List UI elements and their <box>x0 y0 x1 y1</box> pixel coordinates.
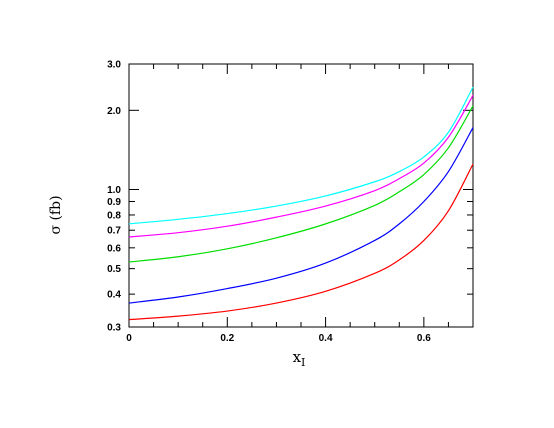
series-line-5 <box>128 86 474 225</box>
y-tick-label: 0.6 <box>107 243 121 254</box>
ticks-layer <box>128 63 474 328</box>
y-tick-label: 2.0 <box>107 106 121 117</box>
plot-frame <box>128 63 474 328</box>
x-axis-label-main: x <box>293 348 302 366</box>
y-tick-label: 0.8 <box>107 210 121 221</box>
y-tick-label: 0.9 <box>107 197 121 208</box>
labels-layer: 0 0.2 0.4 0.6 0.3 0.4 0.5 0.6 0.7 0.8 0.91.0 2.0 3.0 <box>107 60 431 345</box>
y-tick-label: 0.4 <box>107 290 121 301</box>
series-line-4 <box>128 95 474 238</box>
y-tick-label: 1.0 <box>107 185 121 196</box>
y-tick-label: 3.0 <box>107 60 121 71</box>
y-tick-label: 0.5 <box>107 264 121 275</box>
x-tick-label: 0.2 <box>220 333 234 344</box>
y-axis-label: σ (fb) <box>48 195 64 234</box>
x-tick-label: 0 <box>126 333 132 344</box>
y-tick-label: 0.3 <box>107 323 121 334</box>
series-line-1 <box>128 163 474 321</box>
series-layer <box>128 86 474 321</box>
y-tick-label: 0.7 <box>107 226 121 237</box>
x-tick-label: 0.4 <box>319 333 333 344</box>
x-axis-label-sub: I <box>301 356 305 369</box>
x-tick-label: 0.6 <box>417 333 431 344</box>
series-line-3 <box>128 105 474 263</box>
series-line-2 <box>128 127 474 304</box>
x-axis-label: xI <box>293 348 306 369</box>
